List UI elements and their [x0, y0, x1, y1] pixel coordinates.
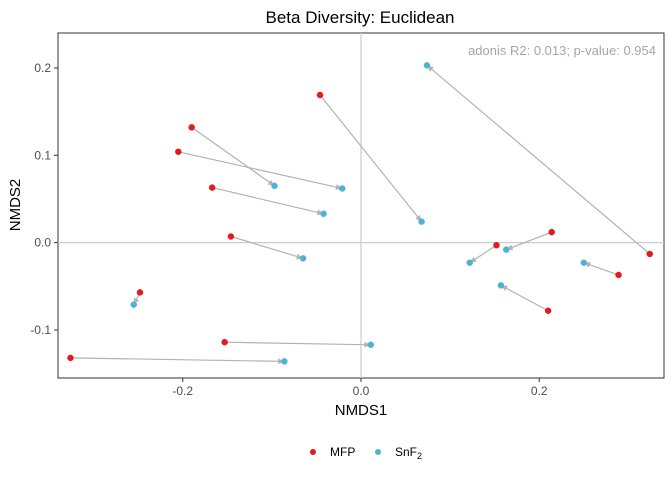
shift-arrow-line	[500, 284, 549, 312]
y-tick-label: 0.1	[34, 148, 51, 162]
shift-arrow-line	[224, 341, 371, 346]
shift-arrow-line	[506, 231, 552, 251]
point-snf2	[418, 218, 425, 225]
y-tick-label: 0.0	[34, 236, 51, 250]
point-mfp	[221, 338, 228, 346]
legend-item-mfp: MFP	[310, 445, 355, 459]
y-tick-label: 0.2	[34, 61, 51, 75]
shift-arrow-line	[212, 187, 324, 215]
shift-arrow-line	[191, 126, 275, 187]
point-mfp	[615, 271, 622, 279]
point-snf2	[299, 255, 307, 262]
point-mfp	[188, 124, 195, 131]
points-layer	[67, 62, 653, 365]
point-snf2	[130, 301, 137, 308]
x-tick-label: 0.0	[353, 384, 370, 398]
shift-arrow-line	[178, 151, 343, 190]
shift-arrow-line	[70, 357, 285, 363]
legend: MFP SnF2	[310, 445, 422, 461]
point-mfp	[175, 148, 182, 156]
legend-marker	[375, 449, 381, 455]
x-tick-label: 0.2	[531, 384, 548, 398]
point-snf2	[339, 185, 346, 192]
y-axis: -0.1 0.0 0.1 0.2	[30, 61, 58, 337]
legend-label: MFP	[330, 445, 355, 459]
point-snf2	[367, 341, 375, 349]
point-snf2	[320, 210, 327, 218]
plot-panel: adonis R2: 0.013; p-value: 0.954	[57, 32, 665, 379]
point-mfp	[493, 241, 500, 249]
point-snf2	[503, 246, 510, 253]
point-snf2	[271, 182, 278, 190]
shift-arrow-line	[426, 64, 651, 255]
point-snf2	[580, 259, 588, 266]
point-mfp	[67, 354, 74, 362]
legend-label: SnF2	[395, 445, 422, 461]
y-tick-label: -0.1	[30, 323, 51, 337]
point-snf2	[497, 282, 505, 289]
legend-item-snf2: SnF2	[375, 445, 422, 461]
point-mfp	[208, 184, 216, 191]
point-mfp	[316, 91, 324, 99]
point-mfp	[136, 289, 144, 296]
point-mfp	[544, 307, 552, 314]
legend-marker	[310, 449, 316, 455]
shift-arrow-line	[230, 235, 304, 259]
adonis-annotation: adonis R2: 0.013; p-value: 0.954	[468, 43, 656, 58]
shift-arrow-line	[319, 94, 423, 223]
x-axis-title: NMDS1	[335, 402, 388, 419]
point-mfp	[548, 228, 555, 236]
y-axis-title: NMDS2	[7, 179, 24, 232]
x-tick-label: -0.2	[172, 384, 193, 398]
point-mfp	[646, 250, 653, 258]
chart-title: Beta Diversity: Euclidean	[266, 8, 455, 27]
point-snf2	[423, 62, 431, 69]
point-snf2	[281, 358, 288, 365]
point-snf2	[466, 259, 473, 266]
point-mfp	[227, 233, 235, 240]
x-axis: -0.2 0.0 0.2	[172, 378, 548, 398]
